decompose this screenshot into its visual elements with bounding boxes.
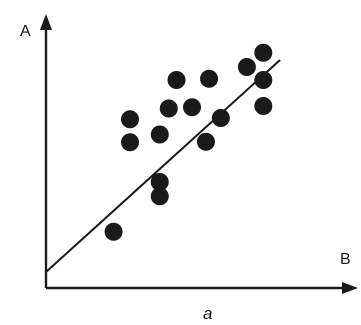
y-axis-label: A — [20, 23, 31, 40]
y-axis-arrow — [40, 14, 52, 30]
trend-line-group — [45, 59, 281, 273]
data-points — [104, 43, 273, 241]
trend-line — [45, 59, 281, 273]
figure-caption: a — [203, 304, 212, 323]
data-point — [200, 69, 219, 88]
data-point — [150, 173, 169, 191]
data-point — [121, 110, 140, 129]
data-point — [159, 99, 178, 118]
data-point — [150, 187, 169, 206]
data-point — [121, 133, 140, 152]
data-point — [196, 132, 215, 151]
data-point — [150, 125, 169, 144]
data-point — [254, 71, 273, 89]
x-axis-arrow — [342, 282, 358, 294]
data-point — [254, 97, 273, 115]
x-axis-label: B — [340, 251, 351, 268]
data-point — [211, 109, 230, 127]
data-point — [254, 43, 273, 62]
data-point — [183, 98, 202, 117]
data-point — [167, 71, 186, 89]
data-point — [104, 222, 123, 241]
data-point — [237, 58, 256, 76]
